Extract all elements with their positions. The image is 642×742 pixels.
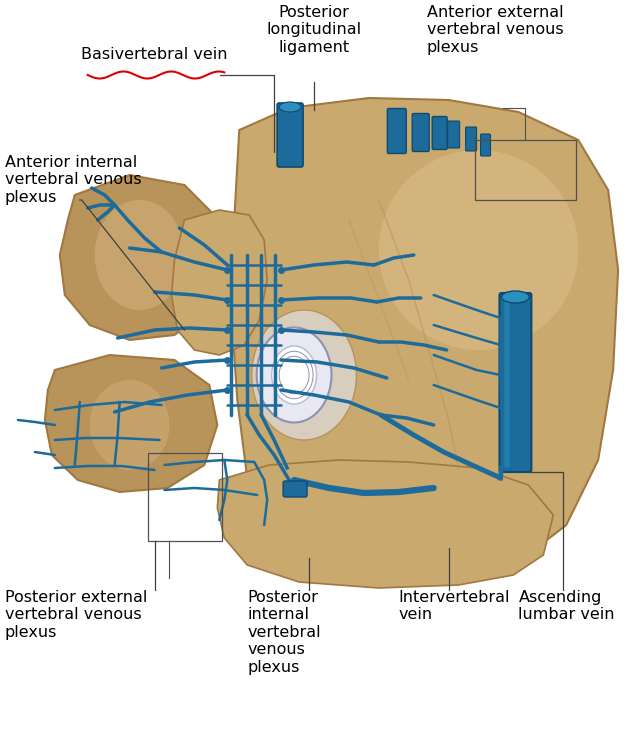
FancyBboxPatch shape — [447, 121, 460, 148]
Text: Intervertebral
vein: Intervertebral vein — [399, 590, 510, 623]
FancyBboxPatch shape — [465, 127, 476, 151]
FancyBboxPatch shape — [283, 481, 307, 497]
Ellipse shape — [501, 291, 530, 303]
Text: Posterior
longitudinal
ligament: Posterior longitudinal ligament — [266, 5, 361, 55]
FancyBboxPatch shape — [432, 116, 447, 149]
Text: Posterior external
vertebral venous
plexus: Posterior external vertebral venous plex… — [5, 590, 148, 640]
Bar — [474, 140, 577, 200]
Ellipse shape — [252, 310, 356, 440]
Polygon shape — [45, 355, 218, 492]
Polygon shape — [60, 175, 224, 340]
Ellipse shape — [272, 346, 317, 404]
FancyBboxPatch shape — [480, 134, 490, 156]
Bar — [148, 453, 222, 541]
FancyBboxPatch shape — [277, 103, 303, 167]
Polygon shape — [231, 98, 618, 578]
Polygon shape — [218, 460, 553, 588]
Ellipse shape — [257, 327, 331, 422]
Text: Anterior external
vertebral venous
plexus: Anterior external vertebral venous plexu… — [427, 5, 563, 55]
Ellipse shape — [95, 200, 184, 310]
FancyBboxPatch shape — [387, 108, 406, 154]
Ellipse shape — [90, 380, 169, 470]
Ellipse shape — [279, 102, 301, 112]
Polygon shape — [171, 210, 267, 355]
FancyBboxPatch shape — [499, 293, 532, 472]
Ellipse shape — [379, 150, 578, 350]
FancyBboxPatch shape — [412, 114, 429, 151]
Text: Basivertebral vein: Basivertebral vein — [82, 47, 228, 62]
Text: Posterior
internal
vertebral
venous
plexus: Posterior internal vertebral venous plex… — [247, 590, 321, 674]
Text: Ascending
lumbar vein: Ascending lumbar vein — [519, 590, 615, 623]
Text: Anterior internal
vertebral venous
plexus: Anterior internal vertebral venous plexu… — [5, 155, 142, 205]
